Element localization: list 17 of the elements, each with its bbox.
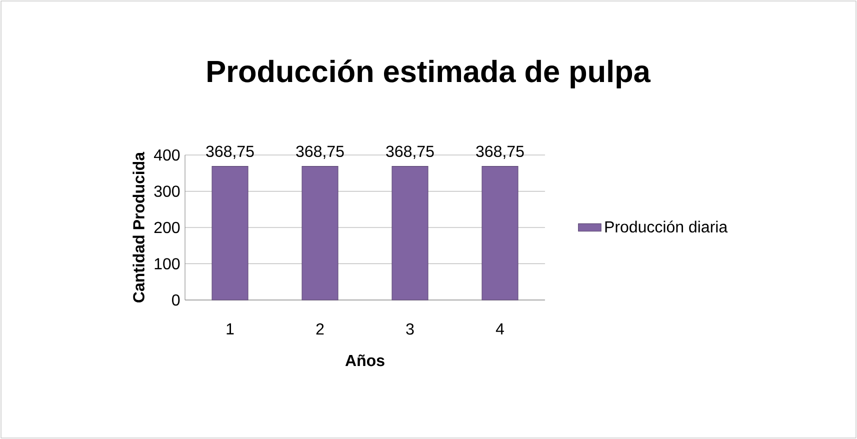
data-label: 368,75 <box>476 146 524 159</box>
data-label: 368,75 <box>386 146 434 159</box>
x-tick-label: 1 <box>226 323 234 334</box>
data-label: 368,75 <box>296 146 344 159</box>
legend-label: Producción diaria <box>605 220 728 233</box>
x-tick-label: 4 <box>496 323 504 334</box>
x-axis-title: Años <box>345 354 384 366</box>
y-tick-label: 400 <box>154 149 180 161</box>
x-tick-label: 3 <box>406 323 414 335</box>
y-axis-title: Cantidad Producida <box>132 152 144 302</box>
data-label: 368,75 <box>206 146 254 159</box>
x-tick-label: 2 <box>316 323 324 335</box>
y-tick-label: 200 <box>154 222 180 234</box>
y-tick-label: 0 <box>172 294 180 306</box>
y-tick-label: 100 <box>154 258 180 270</box>
y-tick-label: 300 <box>154 186 180 197</box>
chart-title: Producción estimada de pulpa <box>208 60 651 88</box>
